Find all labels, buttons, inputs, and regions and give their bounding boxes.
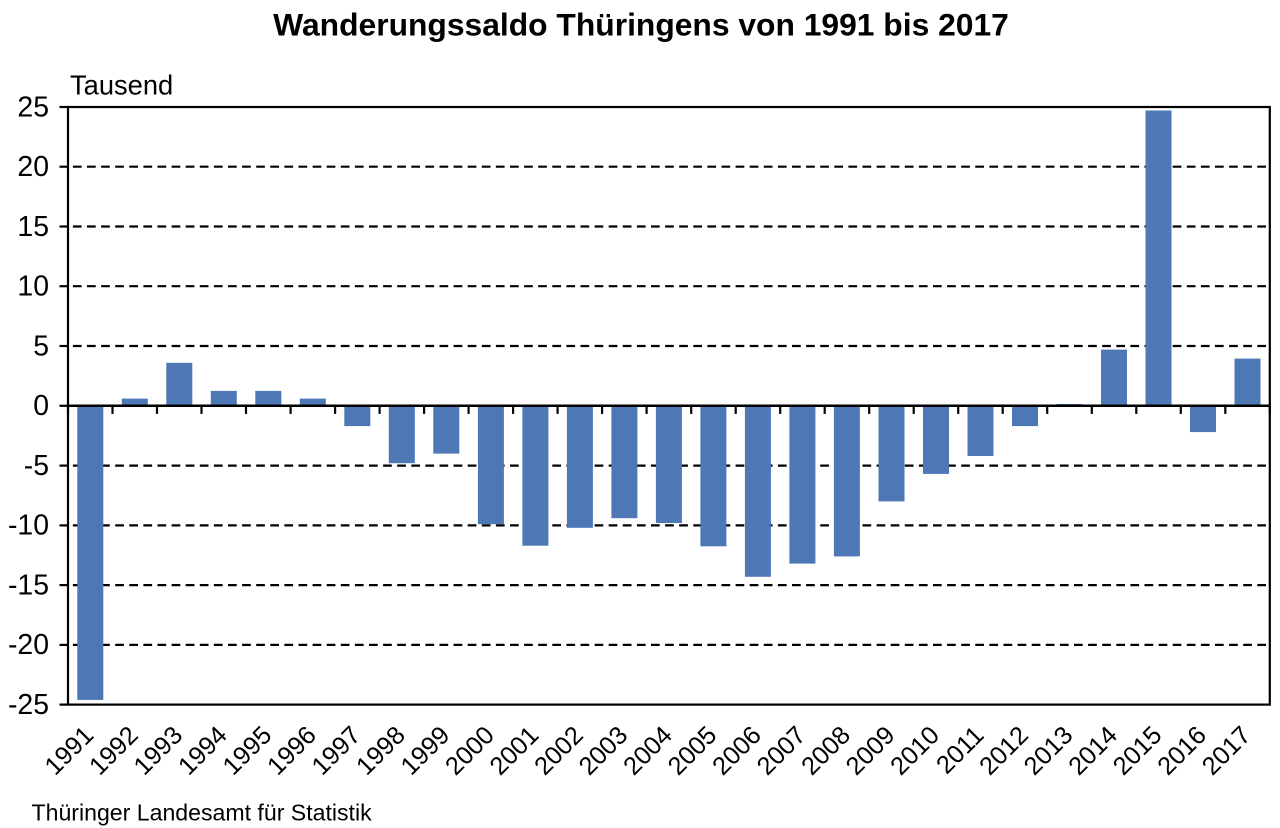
svg-text:-5: -5 — [24, 450, 49, 482]
svg-text:Wanderungssaldo Thüringens von: Wanderungssaldo Thüringens von 1991 bis … — [273, 7, 1009, 43]
svg-text:0: 0 — [33, 390, 49, 422]
svg-text:-15: -15 — [8, 569, 49, 601]
svg-text:-10: -10 — [8, 510, 49, 542]
svg-text:15: 15 — [17, 211, 49, 243]
svg-text:-25: -25 — [8, 689, 49, 721]
svg-text:Thüringer Landesamt für Statis: Thüringer Landesamt für Statistik — [32, 800, 373, 826]
svg-text:20: 20 — [17, 151, 49, 183]
svg-text:Tausend: Tausend — [70, 70, 173, 101]
svg-text:-20: -20 — [8, 629, 49, 661]
svg-text:10: 10 — [17, 271, 49, 303]
svg-text:25: 25 — [17, 91, 49, 123]
svg-text:5: 5 — [33, 330, 49, 362]
